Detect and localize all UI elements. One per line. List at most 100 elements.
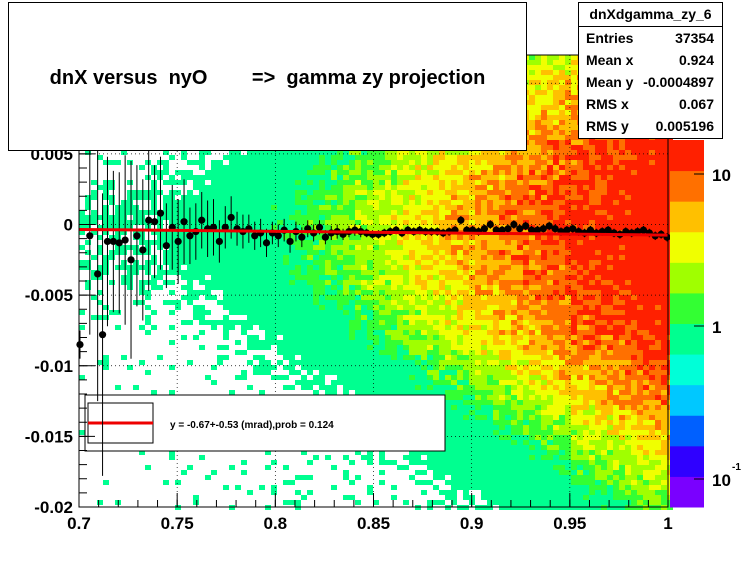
heat-cell — [283, 290, 289, 295]
heat-cell — [547, 245, 553, 250]
heat-cell — [427, 450, 433, 455]
heat-cell — [499, 360, 505, 365]
heat-cell — [487, 380, 493, 385]
heat-cell — [349, 155, 355, 160]
heat-cell — [337, 375, 343, 380]
heat-cell — [565, 400, 571, 405]
heat-cell — [559, 250, 565, 255]
heat-cell — [247, 155, 253, 160]
heat-cell — [97, 275, 103, 280]
heat-cell — [463, 265, 469, 270]
heat-cell — [493, 190, 499, 195]
heat-cell — [439, 380, 445, 385]
heat-cell — [271, 365, 277, 370]
heat-cell — [541, 65, 547, 70]
heat-cell — [451, 380, 457, 385]
heat-cell — [469, 475, 475, 480]
heat-cell — [289, 255, 295, 260]
heat-cell — [439, 195, 445, 200]
heat-cell — [553, 330, 559, 335]
heat-cell — [313, 245, 319, 250]
heat-cell — [229, 390, 235, 395]
heat-cell — [133, 220, 139, 225]
heat-cell — [469, 175, 475, 180]
heat-cell — [295, 220, 301, 225]
heat-cell — [211, 200, 217, 205]
heat-cell — [289, 340, 295, 345]
heat-cell — [343, 385, 349, 390]
heat-cell — [115, 235, 121, 240]
heat-cell — [481, 370, 487, 375]
heat-cell — [235, 175, 241, 180]
heat-cell — [337, 190, 343, 195]
heat-cell — [163, 160, 169, 165]
heat-cell — [457, 415, 463, 420]
heat-cell — [379, 245, 385, 250]
heat-cell — [415, 210, 421, 215]
heat-cell — [277, 340, 283, 345]
heat-cell — [145, 210, 151, 215]
heat-cell — [349, 240, 355, 245]
heat-cell — [265, 305, 271, 310]
heat-cell — [145, 290, 151, 295]
heat-cell — [493, 475, 499, 480]
heat-cell — [499, 270, 505, 275]
heat-cell — [415, 470, 421, 475]
heat-cell — [445, 430, 451, 435]
heat-cell — [265, 465, 271, 470]
heat-cell — [493, 500, 499, 505]
heat-cell — [343, 290, 349, 295]
heat-cell — [475, 175, 481, 180]
heat-cell — [457, 290, 463, 295]
heat-cell — [559, 430, 565, 435]
heat-cell — [463, 255, 469, 260]
heat-cell — [481, 235, 487, 240]
heat-cell — [559, 215, 565, 220]
heat-cell — [535, 240, 541, 245]
heat-cell — [277, 255, 283, 260]
heat-cell — [325, 310, 331, 315]
heat-cell — [91, 270, 97, 275]
heat-cell — [361, 170, 367, 175]
heat-cell — [313, 275, 319, 280]
heat-cell — [403, 190, 409, 195]
heat-cell — [529, 325, 535, 330]
heat-cell — [427, 460, 433, 465]
heat-cell — [511, 420, 517, 425]
heat-cell — [463, 200, 469, 205]
heat-cell — [517, 410, 523, 415]
heat-cell — [295, 165, 301, 170]
heat-cell — [517, 215, 523, 220]
heat-cell — [247, 300, 253, 305]
heat-cell — [445, 440, 451, 445]
heat-cell — [535, 465, 541, 470]
heat-cell — [463, 450, 469, 455]
heat-cell — [373, 500, 379, 505]
heat-cell — [403, 255, 409, 260]
heat-cell — [535, 420, 541, 425]
heat-cell — [355, 295, 361, 300]
heat-cell — [397, 345, 403, 350]
heat-cell — [301, 335, 307, 340]
heat-cell — [505, 390, 511, 395]
heat-cell — [235, 220, 241, 225]
heat-cell — [253, 345, 259, 350]
heat-cell — [529, 190, 535, 195]
heat-cell — [301, 270, 307, 275]
heat-cell — [391, 260, 397, 265]
heat-cell — [529, 435, 535, 440]
heat-cell — [541, 365, 547, 370]
heat-cell — [391, 240, 397, 245]
heat-cell — [511, 445, 517, 450]
heat-cell — [277, 150, 283, 155]
heat-cell — [463, 430, 469, 435]
heat-cell — [379, 305, 385, 310]
heat-cell — [511, 485, 517, 490]
heat-cell — [115, 205, 121, 210]
heat-cell — [421, 155, 427, 160]
heat-cell — [175, 180, 181, 185]
heat-cell — [535, 415, 541, 420]
heat-cell — [439, 370, 445, 375]
heat-cell — [349, 220, 355, 225]
heat-cell — [415, 385, 421, 390]
